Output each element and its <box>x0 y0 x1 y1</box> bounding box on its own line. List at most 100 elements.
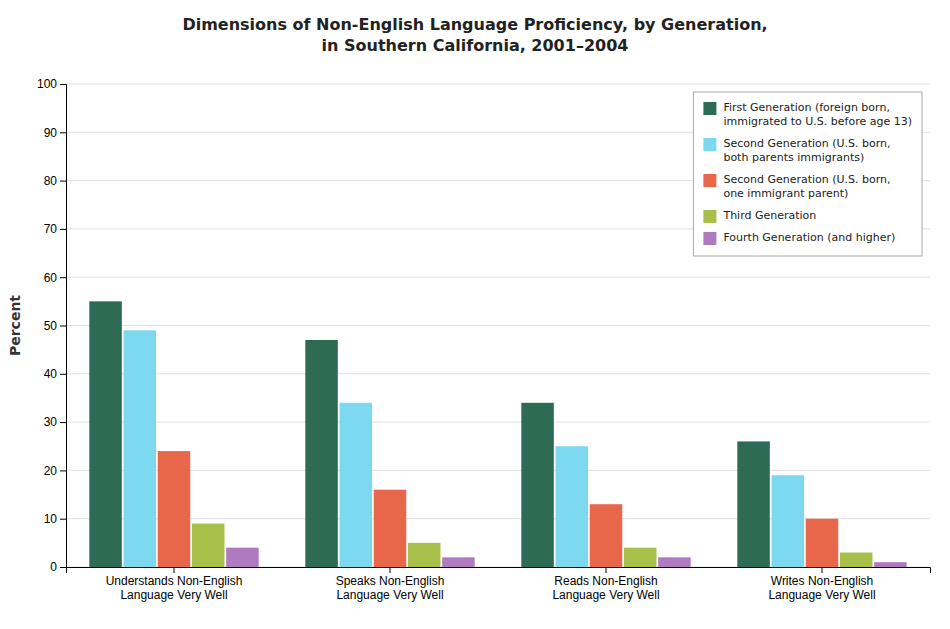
bar-series <box>124 330 805 567</box>
bar-series <box>89 301 770 567</box>
legend: First Generation (foreign born,immigrate… <box>693 92 922 256</box>
x-tick-mark <box>174 567 175 573</box>
grid-line <box>66 422 930 423</box>
bar <box>374 490 407 567</box>
grid <box>66 84 930 567</box>
y-tick-mark <box>60 519 66 520</box>
y-tick-label: 100 <box>37 77 57 91</box>
legend-frame <box>693 92 922 256</box>
y-tick-label: 20 <box>44 464 58 478</box>
grid-line <box>66 325 930 326</box>
x-tick-mark <box>606 567 607 573</box>
bar <box>124 330 157 567</box>
y-tick-label: 10 <box>44 512 58 526</box>
bar <box>772 475 805 567</box>
y-axis-title: Percent <box>7 295 23 356</box>
y-axis-line <box>60 85 67 568</box>
y-tick-label: 50 <box>44 319 58 333</box>
y-tick-mark <box>60 84 66 85</box>
legend-item: First Generation (foreign born,immigrate… <box>703 101 912 128</box>
bar <box>226 548 259 567</box>
y-tick: 0 <box>50 560 66 574</box>
x-tick: Speaks Non-EnglishLanguage Very Well <box>336 567 445 602</box>
x-tick-label: Reads Non-EnglishLanguage Very Well <box>552 574 659 602</box>
bar <box>556 446 589 567</box>
bar <box>737 441 770 567</box>
y-axis: 0 10 20 30 40 50 60 70 80 90 100 <box>37 77 67 574</box>
bars <box>89 301 906 567</box>
x-axis-line <box>67 568 931 574</box>
y-tick-mark <box>60 181 66 182</box>
bar <box>89 301 122 567</box>
y-tick: 50 <box>44 319 66 333</box>
x-axis: Understands Non-EnglishLanguage Very Wel… <box>67 567 931 602</box>
x-tick-label: Understands Non-EnglishLanguage Very Wel… <box>106 574 243 602</box>
bar-series <box>158 451 839 567</box>
y-tick: 10 <box>44 512 66 526</box>
y-tick: 100 <box>37 77 66 91</box>
x-tick-label: Speaks Non-EnglishLanguage Very Well <box>336 574 445 602</box>
bar <box>305 340 338 567</box>
y-tick-mark <box>60 567 66 568</box>
legend-label: Second Generation (U.S. born,both parent… <box>723 137 890 164</box>
bar-series <box>226 548 907 567</box>
grid-line <box>66 373 930 374</box>
grid-line <box>66 470 930 471</box>
bar <box>658 557 691 567</box>
legend-swatch <box>703 210 716 223</box>
bar <box>840 553 873 567</box>
bar <box>408 543 441 567</box>
bar <box>806 519 839 567</box>
legend-swatch <box>703 102 716 115</box>
y-tick-mark <box>60 326 66 327</box>
y-tick-mark <box>60 422 66 423</box>
y-tick-label: 60 <box>44 271 58 285</box>
x-tick: Writes Non-EnglishLanguage Very Well <box>768 567 875 602</box>
bar <box>590 504 623 567</box>
x-tick-mark <box>390 567 391 573</box>
y-tick-label: 90 <box>44 126 58 140</box>
y-tick-label: 0 <box>50 560 57 574</box>
bar <box>874 562 907 567</box>
bar <box>521 403 554 567</box>
legend-item: Third Generation <box>703 209 816 223</box>
bar <box>192 524 225 567</box>
y-tick-mark <box>60 229 66 230</box>
legend-label: Fourth Generation (and higher) <box>723 231 895 244</box>
x-tick-label: Writes Non-EnglishLanguage Very Well <box>768 574 875 602</box>
bar <box>624 548 657 567</box>
legend-label: First Generation (foreign born,immigrate… <box>723 101 912 128</box>
legend-item: Fourth Generation (and higher) <box>703 231 895 245</box>
legend-label: Second Generation (U.S. born,one immigra… <box>723 173 890 200</box>
y-tick-mark <box>60 132 66 133</box>
grid-line <box>66 277 930 278</box>
y-tick: 20 <box>44 464 66 478</box>
bar <box>340 403 373 567</box>
legend-item: Second Generation (U.S. born,both parent… <box>703 137 890 164</box>
y-tick: 70 <box>44 222 66 236</box>
y-tick-mark <box>60 470 66 471</box>
y-tick: 30 <box>44 415 66 429</box>
y-tick-label: 40 <box>44 367 58 381</box>
y-tick-mark <box>60 374 66 375</box>
x-tick: Reads Non-EnglishLanguage Very Well <box>552 567 659 602</box>
y-tick: 60 <box>44 271 66 285</box>
y-tick: 40 <box>44 367 66 381</box>
chart: Dimensions of Non-English Language Profi… <box>0 0 950 629</box>
legend-swatch <box>703 138 716 151</box>
bar <box>158 451 191 567</box>
bar <box>442 557 475 567</box>
legend-label: Third Generation <box>722 209 816 222</box>
x-tick: Understands Non-EnglishLanguage Very Wel… <box>106 567 243 602</box>
legend-swatch <box>703 174 716 187</box>
y-tick: 80 <box>44 174 66 188</box>
grid-line <box>66 84 930 85</box>
y-tick-mark <box>60 277 66 278</box>
y-tick-label: 70 <box>44 222 58 236</box>
legend-item: Second Generation (U.S. born,one immigra… <box>703 173 890 200</box>
bar-series <box>192 524 873 567</box>
legend-swatch <box>703 232 716 245</box>
title: Dimensions of Non-English Language Profi… <box>182 15 767 55</box>
y-tick-label: 80 <box>44 174 58 188</box>
x-tick-mark <box>822 567 823 573</box>
